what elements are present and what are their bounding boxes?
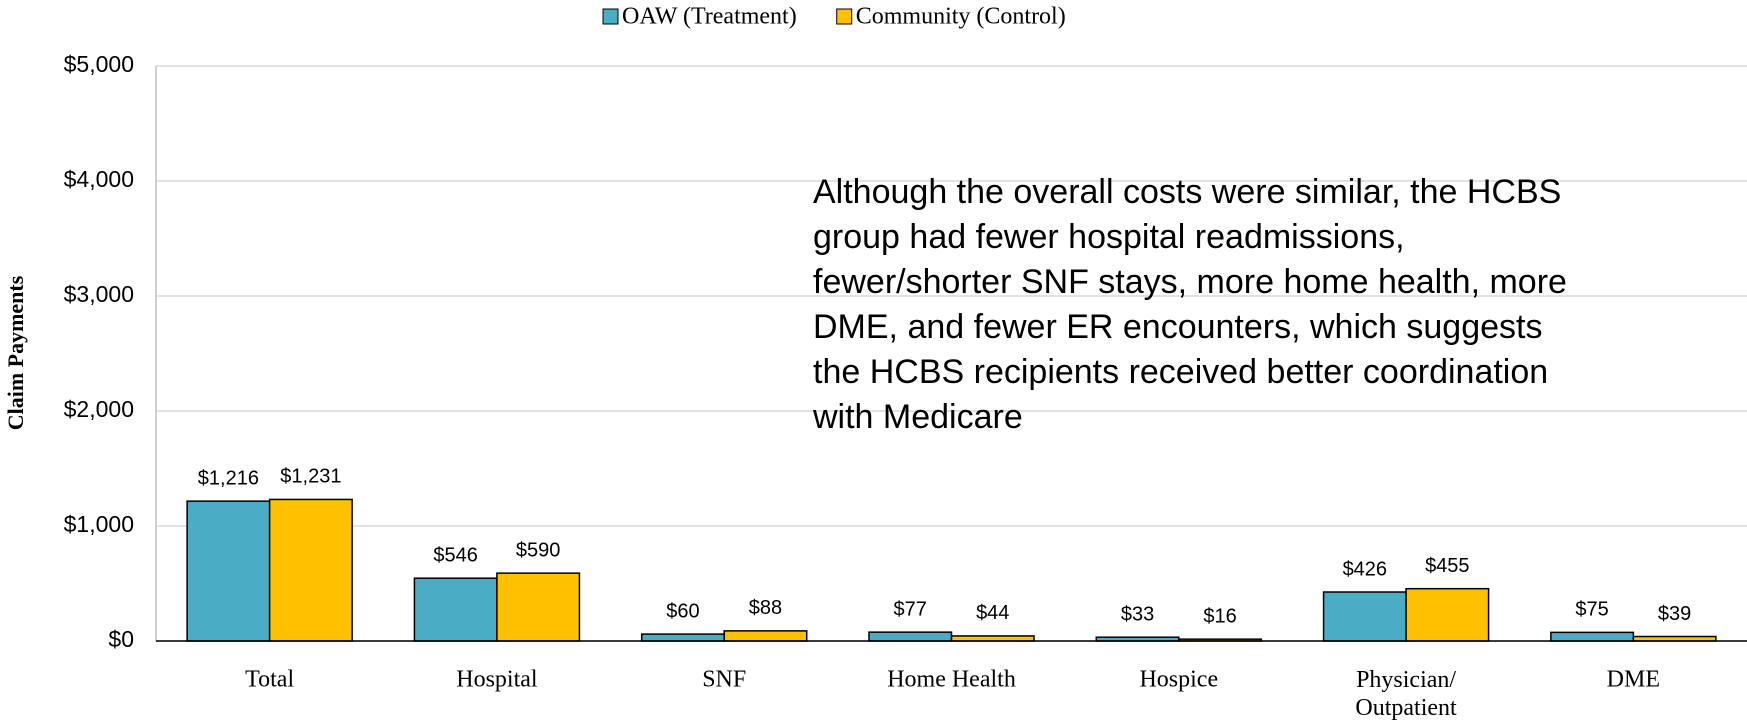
legend: OAW (Treatment) Community (Control) [602,4,1066,30]
legend-swatch [602,8,619,25]
x-tick-label: Hospice [1139,667,1218,693]
x-tick-label: SNF [702,667,746,693]
value-label: $88 [749,597,782,619]
value-label: $44 [976,602,1009,624]
x-tick-label: Physician/Outpatient [1355,667,1457,721]
legend-label: Community (Control) [856,4,1066,30]
value-label: $546 [433,544,478,566]
value-label: $60 [666,600,699,622]
legend-label: OAW (Treatment) [622,4,797,30]
y-tick-label: $0 [108,626,134,652]
value-label: $16 [1203,605,1236,627]
x-tick-label: Total [245,667,294,693]
bar [868,631,953,642]
value-label: $33 [1121,603,1154,625]
value-label: $590 [516,539,561,561]
x-tick-label: Hospital [456,667,538,693]
bar [413,577,498,642]
bar [186,500,271,642]
value-label: $77 [894,598,927,620]
bar [268,498,353,642]
bar [496,572,581,642]
x-tick-label-line: Physician/ [1356,667,1456,693]
y-tick-label: $3,000 [64,281,134,307]
x-tick-label: DME [1607,667,1660,693]
y-tick-label: $1,000 [64,511,134,537]
bar [640,633,725,642]
value-label: $1,231 [280,466,341,488]
legend-swatch [836,8,853,25]
y-axis-label: Claim Payments [3,275,28,430]
y-tick-label: $2,000 [64,396,134,422]
value-label: $426 [1343,558,1388,580]
bar [950,635,1035,642]
bar [1550,631,1635,642]
value-label: $1,216 [198,467,259,489]
x-tick-label-line: Outpatient [1355,695,1457,721]
value-label: $75 [1575,599,1608,621]
y-tick-label: $4,000 [64,166,134,192]
bar [1405,587,1490,642]
value-label: $455 [1425,555,1470,577]
annotation: Although the overall costs were similar,… [813,173,1567,436]
bar [723,630,808,642]
bar [1322,591,1407,642]
value-label: $39 [1658,603,1691,625]
y-tick-label: $5,000 [64,51,134,77]
x-tick-label: Home Health [887,667,1016,693]
